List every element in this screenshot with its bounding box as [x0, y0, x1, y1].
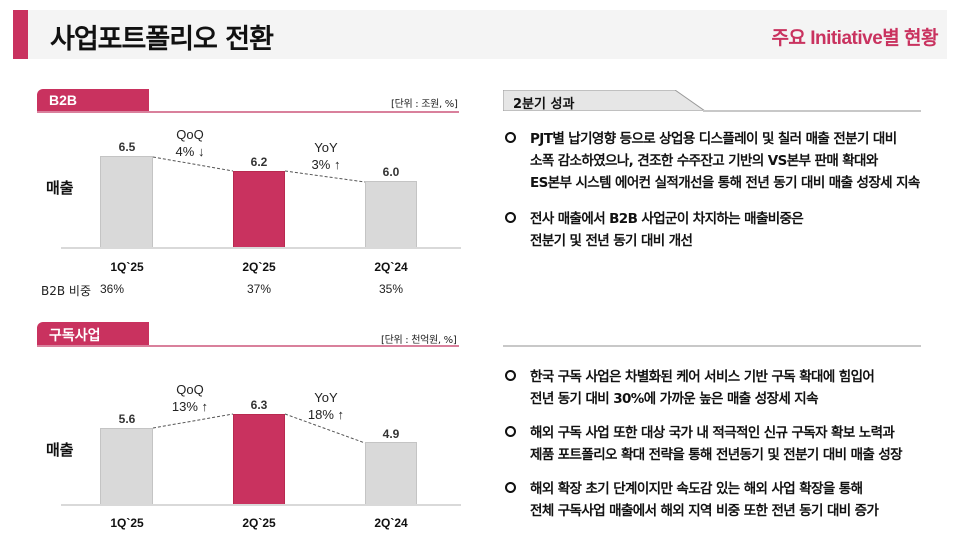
- header-accent-bar: [13, 10, 28, 59]
- b2b-section-underline: [37, 111, 459, 113]
- b2b-bar-2q24: [365, 181, 417, 248]
- subscription-unit-label: [단위 : 천억원, %]: [381, 335, 457, 346]
- b2b-category-2q24: 2Q`24: [374, 260, 408, 274]
- b2b-baseline: [61, 247, 461, 249]
- subscription-section-tab: 구독사업: [37, 322, 149, 346]
- b2b-yoy-label: YoY: [314, 140, 338, 155]
- subscription-bar-2q24: [365, 442, 417, 505]
- b2b-y-label: 매출: [46, 179, 74, 197]
- results-section-tab-shape: [503, 90, 705, 111]
- subscription-category-2q25: 2Q`25: [242, 516, 276, 530]
- page-title: 사업포트폴리오 전환: [50, 24, 274, 55]
- subscription-category-2q24: 2Q`24: [374, 516, 408, 530]
- b2b-bar-2q25: [233, 171, 285, 248]
- subscription-yoy-annotation: YoY 18% ↑: [296, 389, 356, 423]
- b2b-share-1q25: 36%: [99, 282, 125, 296]
- b2b-qoq-label: QoQ: [176, 127, 204, 142]
- b2b-qoq-annotation: QoQ 4% ↓: [160, 126, 220, 160]
- b2b-yoy-annotation: YoY 3% ↑: [296, 139, 356, 173]
- subscription-value-2q24: 4.9: [382, 427, 400, 441]
- circle-bullet-icon: [505, 482, 516, 493]
- results-section-tab: 2분기 성과: [513, 97, 575, 112]
- results-section-underline: [703, 110, 921, 112]
- b2b-value-2q24: 6.0: [382, 165, 400, 179]
- subscription-qoq-annotation: QoQ 13% ↑: [160, 381, 220, 415]
- subscription-bar-1q25: [100, 428, 153, 505]
- subscription-value-1q25: 5.6: [118, 412, 136, 426]
- subscription-bar-2q25: [233, 414, 285, 505]
- page-subtitle: 주요 Initiative별 현황: [771, 28, 938, 49]
- subscription-results-divider: [503, 345, 921, 347]
- subscription-baseline: [61, 504, 461, 506]
- b2b-category-2q25: 2Q`25: [242, 260, 276, 274]
- header-band: [13, 10, 947, 59]
- b2b-bar-1q25: [100, 156, 153, 248]
- subscription-yoy-value: 18% ↑: [307, 407, 345, 422]
- circle-bullet-icon: [505, 132, 516, 143]
- b2b-qoq-value: 4% ↓: [175, 144, 205, 159]
- circle-bullet-icon: [505, 212, 516, 223]
- b2b-category-1q25: 1Q`25: [110, 260, 144, 274]
- b2b-share-2q24: 35%: [378, 282, 404, 296]
- b2b-unit-label: [단위 : 조원, %]: [391, 99, 458, 110]
- subscription-y-label: 매출: [46, 441, 74, 459]
- circle-bullet-icon: [505, 370, 516, 381]
- b2b-yoy-value: 3% ↑: [311, 157, 341, 172]
- subscription-qoq-label: QoQ: [176, 382, 204, 397]
- b2b-section-tab: B2B: [37, 89, 149, 113]
- b2b-value-1q25: 6.5: [118, 140, 136, 154]
- b2b-share-label: B2B 비중: [41, 284, 91, 298]
- subscription-yoy-label: YoY: [314, 390, 338, 405]
- subscription-section-underline: [37, 345, 459, 347]
- b2b-share-2q25: 37%: [246, 282, 272, 296]
- subscription-category-1q25: 1Q`25: [110, 516, 144, 530]
- subscription-value-2q25: 6.3: [250, 398, 268, 412]
- circle-bullet-icon: [505, 426, 516, 437]
- subscription-qoq-value: 13% ↑: [171, 399, 209, 414]
- b2b-value-2q25: 6.2: [250, 155, 268, 169]
